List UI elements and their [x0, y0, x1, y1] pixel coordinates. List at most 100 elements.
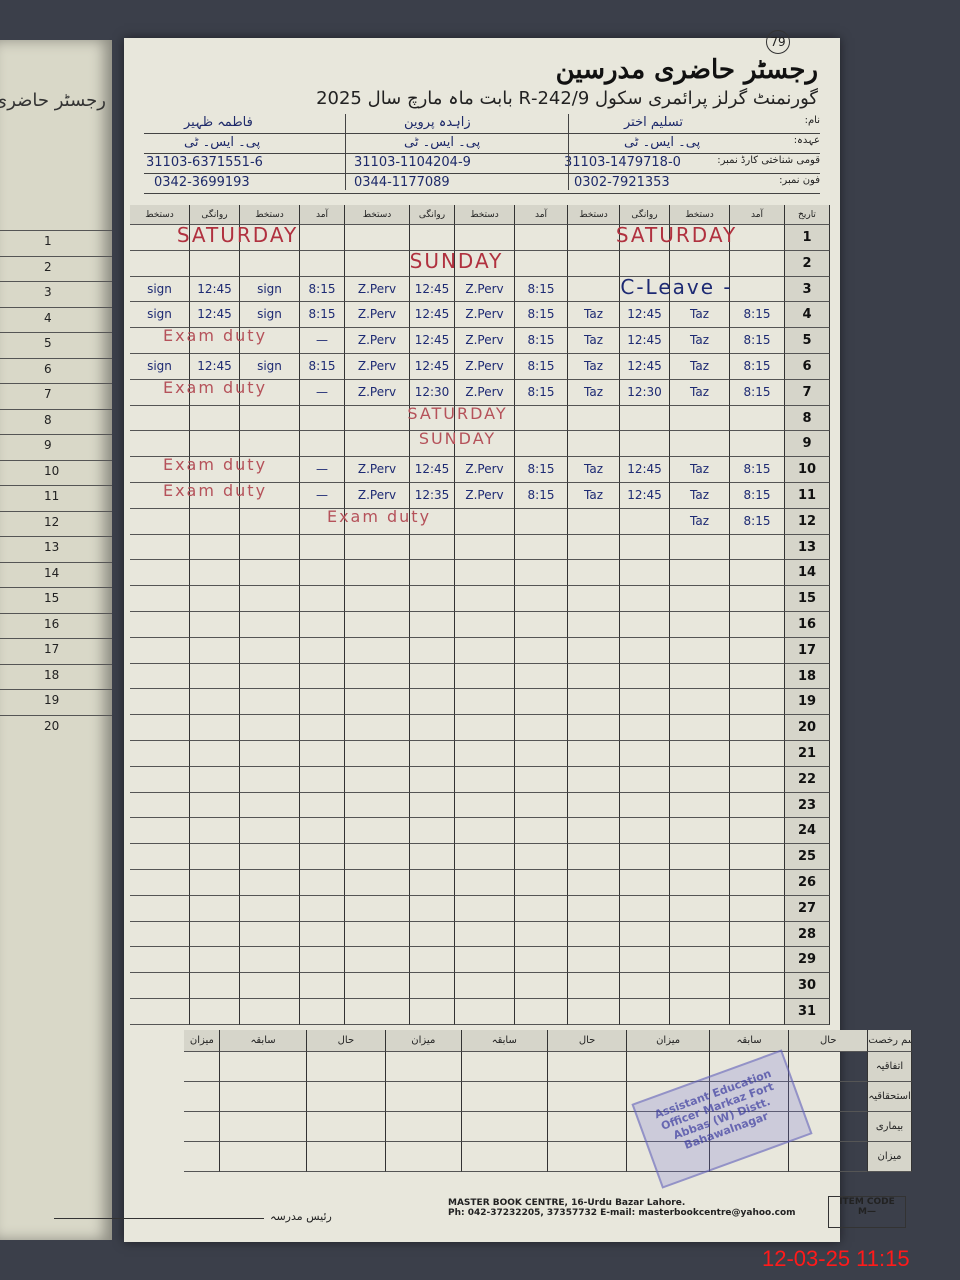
attendance-cell: [300, 766, 345, 793]
attendance-cell: [730, 715, 785, 741]
left-page-date: 1: [44, 234, 52, 248]
left-page-edge: رجسٹر حاضری مدرسین 123456789101112131415…: [0, 40, 112, 1240]
attendance-cell: [240, 508, 300, 535]
attendance-cell: [455, 766, 515, 793]
attendance-cell: [240, 895, 300, 922]
head-signature-line: [54, 1218, 264, 1219]
date-cell: 10: [785, 457, 830, 483]
attendance-cell: [130, 508, 190, 535]
attendance-cell: Taz: [670, 354, 730, 380]
attendance-cell: [515, 895, 568, 922]
attendance-cell: [240, 792, 300, 819]
attendance-cell: 12:45: [620, 328, 670, 354]
attendance-cell: [410, 431, 455, 458]
summary-cell: [386, 1082, 462, 1112]
attendance-cell: 12:30: [410, 379, 455, 406]
attendance-cell: [240, 457, 300, 483]
phone-row: فون نمبر: 0302-7921353 0344-1177089 0342…: [144, 174, 820, 194]
teacher-2-designation: پی۔ ایس۔ ٹی: [404, 135, 481, 150]
attendance-cell: [515, 431, 568, 458]
attendance-cell: 12:35: [410, 483, 455, 509]
attendance-cell: 8:15: [730, 379, 785, 406]
summary-row-label: اتفاقیہ: [868, 1052, 912, 1082]
item-code-label: ITEM CODE: [839, 1197, 895, 1207]
attendance-cell: Z.Perv: [455, 457, 515, 483]
attendance-cell: 12:45: [190, 302, 240, 329]
date-cell: 3: [785, 276, 830, 303]
attendance-cell: [620, 508, 670, 535]
publisher-name: MASTER BOOK CENTRE, 16-Urdu Bazar Lahore…: [448, 1198, 686, 1208]
date-cell: 22: [785, 766, 830, 793]
attendance-cell: [130, 895, 190, 922]
attendance-cell: [300, 947, 345, 974]
attendance-cell: [730, 637, 785, 664]
attendance-cell: [345, 534, 410, 561]
summary-cell: [710, 1052, 790, 1082]
summary-header: میزان: [386, 1030, 462, 1052]
attendance-cell: [670, 973, 730, 999]
attendance-cell: 8:15: [730, 354, 785, 380]
attendance-cell: [670, 844, 730, 870]
attendance-cell: [130, 741, 190, 767]
attendance-cell: sign: [240, 276, 300, 303]
attendance-cell: sign: [130, 276, 190, 303]
left-page-row: 14: [0, 561, 112, 588]
attendance-cell: [240, 560, 300, 587]
teacher-2-cnic: 31103-1104204-9: [354, 155, 471, 170]
date-cell: 21: [785, 741, 830, 767]
left-page-row: 1: [0, 230, 112, 256]
note-exam-7: Exam duty: [162, 377, 268, 397]
summary-cell: [306, 1142, 386, 1172]
teacher-2-name: زاہدہ پروین: [404, 115, 471, 130]
date-cell: 24: [785, 818, 830, 845]
attendance-cell: 8:15: [515, 379, 568, 406]
attendance-cell: [670, 895, 730, 922]
attendance-cell: [620, 792, 670, 819]
attendance-cell: [190, 741, 240, 767]
attendance-cell: [455, 405, 515, 432]
left-page-row: 9: [0, 434, 112, 460]
designation-label: عہدہ:: [793, 135, 820, 146]
summary-cell: [386, 1052, 462, 1082]
attendance-cell: [515, 741, 568, 767]
attendance-cell: [730, 741, 785, 767]
attendance-cell: [300, 225, 345, 251]
attendance-cell: [730, 818, 785, 845]
attendance-cell: [240, 766, 300, 793]
attendance-cell: [300, 792, 345, 819]
attendance-cell: [670, 586, 730, 612]
column-header: روانگی: [190, 205, 240, 225]
attendance-cell: [670, 921, 730, 948]
attendance-cell: [130, 457, 190, 483]
summary-cell: [386, 1142, 462, 1172]
summary-header: حال: [789, 1030, 869, 1052]
attendance-cell: [240, 405, 300, 432]
date-cell: 1: [785, 225, 830, 251]
attendance-cell: [730, 534, 785, 561]
attendance-cell: Taz: [670, 457, 730, 483]
teacher-info-block: نام: تسلیم اختر زاہدہ پروین فاطمہ ظہیر ع…: [144, 114, 820, 194]
left-page-date: 2: [44, 259, 52, 274]
note-c-leave-3: C-Leave -: [620, 274, 733, 299]
attendance-cell: [190, 973, 240, 999]
attendance-cell: [345, 405, 410, 432]
attendance-cell: [515, 999, 568, 1025]
attendance-cell: [568, 405, 620, 432]
left-page-date: 7: [44, 387, 52, 401]
attendance-cell: [190, 405, 240, 432]
column-header: آمد: [515, 205, 568, 225]
attendance-cell: [130, 766, 190, 793]
attendance-cell: Z.Perv: [455, 328, 515, 354]
left-page-row: 3: [0, 281, 112, 307]
attendance-cell: [730, 947, 785, 974]
attendance-cell: 12:45: [410, 276, 455, 303]
attendance-cell: [620, 276, 670, 303]
attendance-cell: [670, 225, 730, 251]
left-page-row: 15: [0, 587, 112, 613]
attendance-cell: [410, 250, 455, 277]
left-page-date: 4: [44, 310, 52, 325]
attendance-cell: [130, 870, 190, 896]
left-page-row: 18: [0, 663, 112, 690]
attendance-cell: Taz: [568, 379, 620, 406]
attendance-cell: [410, 225, 455, 251]
